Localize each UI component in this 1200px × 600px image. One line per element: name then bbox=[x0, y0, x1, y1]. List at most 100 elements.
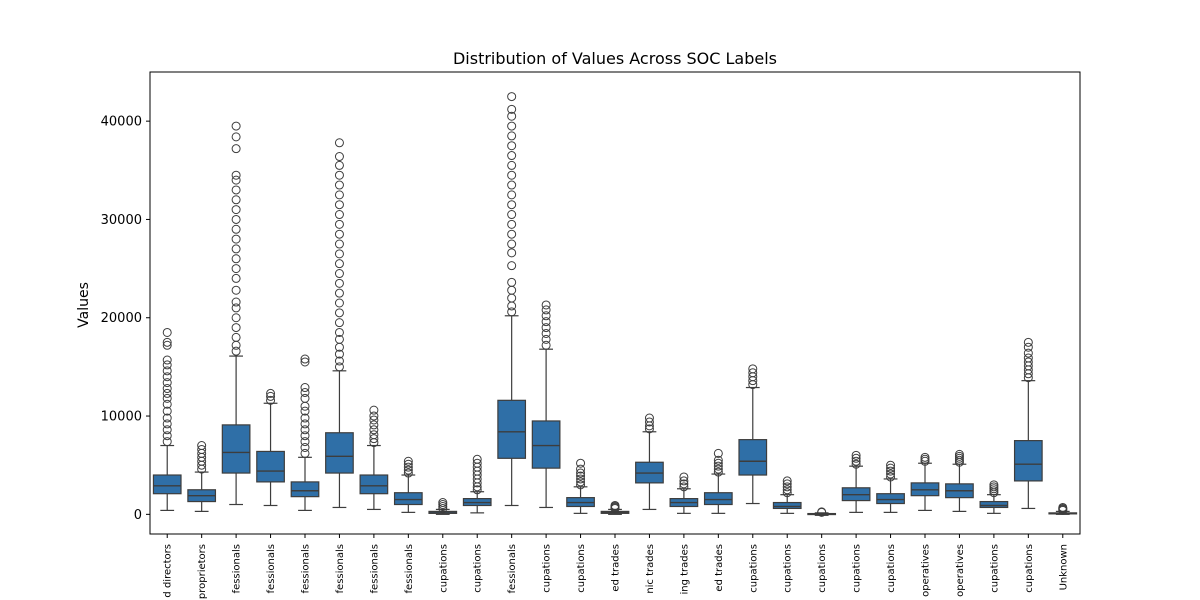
outlier-point bbox=[507, 248, 517, 258]
outlier-point bbox=[334, 249, 344, 259]
y-tick-label: 20000 bbox=[101, 311, 142, 326]
outlier-point bbox=[334, 200, 344, 210]
outlier-point bbox=[886, 466, 896, 476]
box-iqr bbox=[497, 399, 527, 459]
outlier-point bbox=[334, 288, 344, 298]
outlier-point bbox=[334, 219, 344, 229]
outlier-point bbox=[886, 463, 896, 473]
outlier-point bbox=[162, 413, 172, 423]
outlier-point bbox=[334, 138, 344, 148]
outlier-point bbox=[507, 160, 517, 170]
outlier-point bbox=[507, 307, 517, 317]
outlier-point bbox=[334, 160, 344, 170]
x-tick-label: cupations bbox=[438, 544, 449, 593]
outlier-point bbox=[507, 170, 517, 180]
x-tick-label: nic trades bbox=[645, 544, 656, 594]
outlier-point bbox=[334, 278, 344, 288]
box-iqr bbox=[876, 493, 905, 505]
box-iqr bbox=[1013, 440, 1043, 482]
outlier-point bbox=[920, 452, 930, 462]
outlier-point bbox=[300, 437, 310, 447]
outlier-point bbox=[576, 474, 586, 484]
outlier-point bbox=[541, 305, 551, 315]
outlier-point bbox=[576, 468, 586, 478]
outlier-point bbox=[507, 239, 517, 249]
x-tick-label: operatives bbox=[955, 544, 966, 597]
x-tick-label: cupations bbox=[576, 544, 587, 593]
outlier-point bbox=[438, 498, 448, 508]
outlier-point bbox=[713, 461, 723, 471]
outlier-point bbox=[197, 444, 207, 454]
outlier-point bbox=[541, 323, 551, 333]
box-iqr bbox=[979, 500, 1009, 509]
outlier-point bbox=[403, 456, 413, 466]
outlier-point bbox=[231, 195, 241, 205]
outlier-point bbox=[576, 464, 586, 474]
box-8 bbox=[393, 456, 423, 513]
outlier-point bbox=[231, 313, 241, 323]
outlier-point bbox=[300, 406, 310, 416]
box-2 bbox=[187, 441, 217, 512]
outlier-point bbox=[162, 419, 172, 429]
outlier-point bbox=[334, 229, 344, 239]
outlier-point bbox=[679, 479, 689, 489]
outlier-point bbox=[851, 456, 861, 466]
outlier-point bbox=[507, 293, 517, 303]
outlier-point bbox=[369, 425, 379, 435]
box-iqr bbox=[152, 474, 182, 495]
outlier-point bbox=[1023, 348, 1033, 358]
outlier-point bbox=[231, 132, 241, 142]
outlier-point bbox=[886, 469, 896, 479]
outlier-point bbox=[713, 455, 723, 465]
outlier-point bbox=[334, 298, 344, 308]
outlier-point bbox=[334, 356, 344, 366]
outlier-point bbox=[300, 393, 310, 403]
outlier-point bbox=[231, 332, 241, 342]
outlier-point bbox=[300, 383, 310, 393]
box-iqr bbox=[393, 492, 423, 506]
outlier-point bbox=[403, 462, 413, 472]
outlier-point bbox=[782, 485, 792, 495]
outlier-point bbox=[334, 259, 344, 269]
outlier-point bbox=[162, 355, 172, 365]
outlier-point bbox=[507, 229, 517, 239]
outlier-point bbox=[472, 458, 482, 468]
outlier-point bbox=[334, 349, 344, 359]
box-4 bbox=[256, 388, 285, 507]
outlier-point bbox=[266, 391, 276, 401]
outlier-point bbox=[679, 472, 689, 482]
outlier-point bbox=[334, 318, 344, 328]
x-tick-label: fessionals bbox=[507, 544, 518, 593]
box-23 bbox=[910, 452, 940, 512]
outlier-point bbox=[334, 269, 344, 279]
outlier-point bbox=[507, 180, 517, 190]
outlier-point bbox=[162, 327, 172, 337]
outlier-point bbox=[300, 419, 310, 429]
outlier-point bbox=[162, 340, 172, 350]
outlier-point bbox=[231, 273, 241, 283]
outlier-point bbox=[231, 170, 241, 180]
outlier-point bbox=[541, 328, 551, 338]
box-6 bbox=[325, 138, 354, 509]
outlier-point bbox=[300, 413, 310, 423]
outlier-point bbox=[231, 323, 241, 333]
outlier-point bbox=[507, 277, 517, 287]
outlier-point bbox=[197, 441, 207, 451]
outlier-point bbox=[162, 366, 172, 376]
box-iqr bbox=[531, 420, 561, 469]
outlier-point bbox=[231, 185, 241, 195]
box-10 bbox=[462, 454, 492, 514]
outlier-point bbox=[782, 482, 792, 492]
outlier-point bbox=[334, 210, 344, 220]
outlier-point bbox=[334, 308, 344, 318]
outlier-point bbox=[162, 431, 172, 441]
outlier-point bbox=[920, 454, 930, 464]
x-tick-label: operatives bbox=[921, 544, 932, 597]
outlier-point bbox=[369, 411, 379, 421]
outlier-point bbox=[162, 360, 172, 370]
outlier-point bbox=[507, 104, 517, 114]
box-19 bbox=[772, 476, 802, 514]
outlier-point bbox=[507, 285, 517, 295]
outlier-point bbox=[713, 458, 723, 468]
box-13 bbox=[566, 458, 595, 514]
